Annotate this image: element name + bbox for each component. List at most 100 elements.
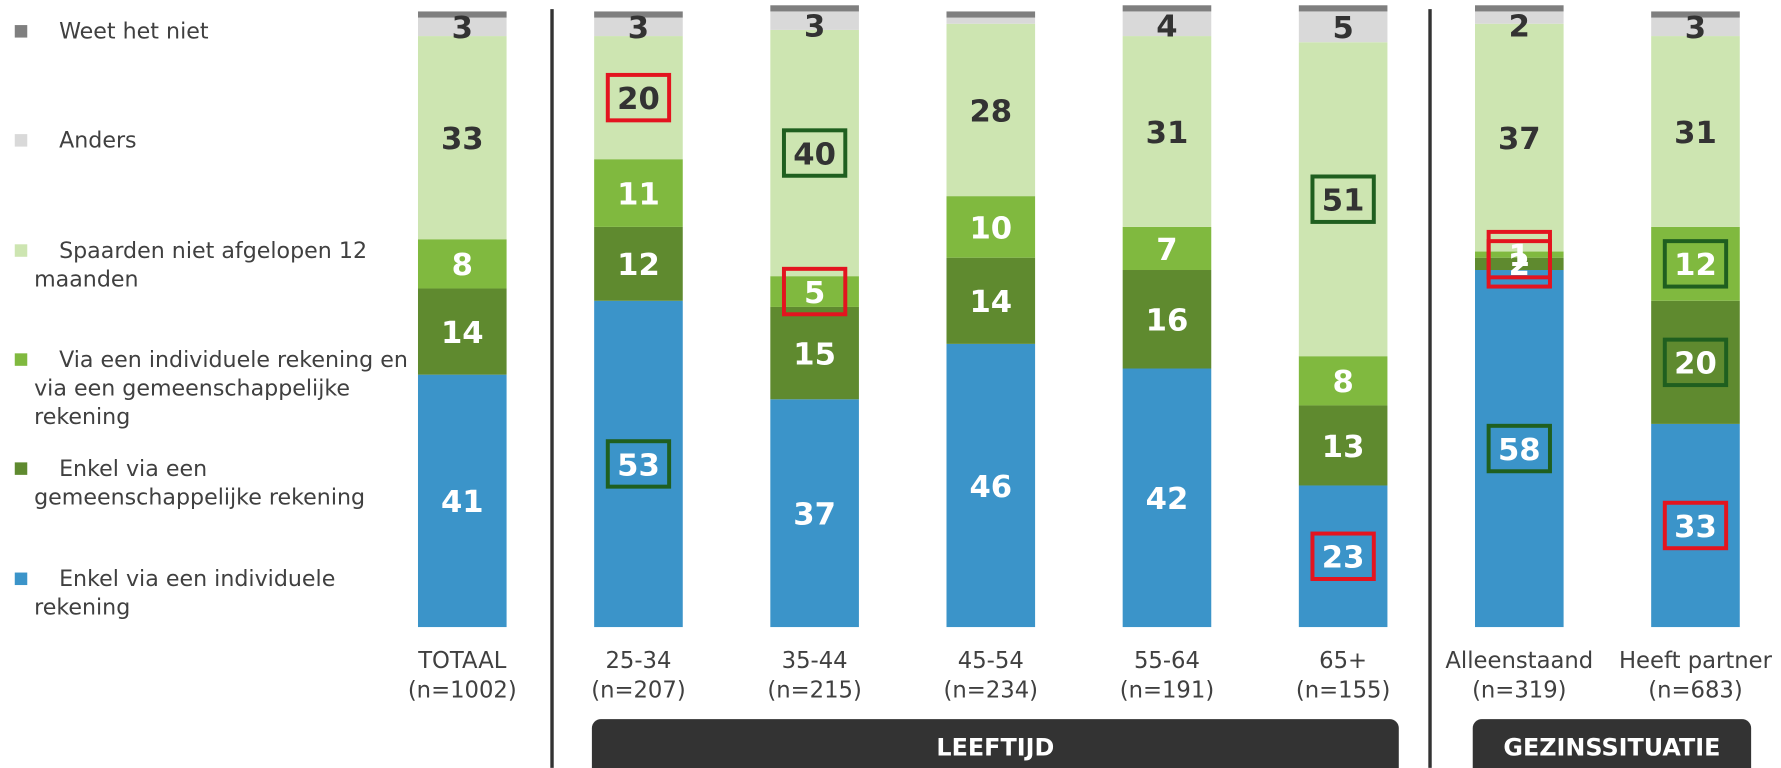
bar-segment	[594, 159, 683, 227]
bar-segment	[1122, 226, 1212, 271]
legend-entry: Enkel via een individuele rekening	[14, 565, 336, 621]
bar-segment	[770, 306, 859, 400]
data-label: 3	[804, 9, 825, 44]
group-banner	[1472, 719, 1752, 768]
group-banner	[591, 719, 1399, 768]
data-label: 33	[1674, 510, 1717, 545]
legend-label: Anders	[59, 127, 137, 154]
x-tick-label: 35-44	[782, 648, 848, 674]
data-label: 16	[1146, 304, 1189, 339]
data-label: 7	[1156, 233, 1177, 268]
x-tick-note: (n=207)	[591, 677, 685, 703]
bar-segment	[1475, 11, 1564, 24]
x-tick-note: (n=234)	[944, 677, 1038, 703]
data-label: 58	[1498, 433, 1541, 468]
x-tick-label: 65+	[1319, 648, 1367, 674]
bar-segment	[594, 17, 683, 37]
legend-label: Enkel via een individuele rekening	[34, 565, 336, 621]
data-label: 31	[1674, 116, 1717, 151]
data-label: 5	[1332, 11, 1353, 46]
data-label: 42	[1146, 482, 1189, 517]
highlight-box	[605, 439, 672, 489]
data-label: 11	[617, 177, 660, 212]
legend-entry: Anders	[0, 126, 420, 154]
legend-label: Via een individuele rekening en via een …	[34, 346, 408, 430]
data-label: 33	[441, 122, 484, 157]
data-label: 40	[793, 137, 836, 172]
bar-segment	[417, 11, 507, 18]
x-tick-note: (n=683)	[1648, 677, 1742, 703]
bar-segment	[1475, 23, 1564, 252]
bar-segment	[417, 239, 507, 289]
legend-item: Anders	[0, 126, 420, 154]
data-label: 23	[1322, 541, 1365, 576]
highlight-box	[605, 72, 672, 123]
data-label: 53	[617, 448, 660, 483]
data-label: 15	[793, 337, 836, 372]
data-label: 13	[1322, 430, 1365, 465]
bar-segment	[1122, 368, 1212, 628]
legend-swatch	[14, 25, 28, 38]
legend-label: Spaarden niet afgelopen 12 maanden	[34, 237, 368, 292]
bar-segment	[594, 11, 683, 18]
data-label: 3	[452, 11, 473, 46]
bar-segment	[1298, 405, 1388, 486]
x-tick-label: 25-34	[605, 648, 671, 674]
bar-segment	[417, 288, 507, 375]
legend-item: Enkel via een gemeenschappelijke rekenin…	[0, 454, 420, 511]
legend-swatch	[14, 353, 28, 366]
bar-segment	[1122, 36, 1212, 227]
data-label: 2	[1509, 248, 1530, 283]
bar-segment	[946, 11, 1036, 18]
bar-segment	[1651, 36, 1740, 227]
legend-entry: Via een individuele rekening en via een …	[0, 345, 420, 430]
bar-segment	[770, 11, 859, 30]
data-label: 37	[1498, 122, 1541, 157]
bar-segment	[946, 343, 1036, 628]
data-label: 14	[969, 285, 1012, 320]
bar-segment	[946, 257, 1036, 344]
highlight-box	[1486, 229, 1552, 280]
data-label: 37	[793, 498, 836, 533]
bar-segment	[946, 17, 1036, 24]
data-label: 20	[1674, 347, 1717, 382]
bar-segment	[1475, 5, 1564, 12]
data-label: 31	[1146, 116, 1189, 151]
bar-segment	[417, 374, 507, 628]
legend-label: Enkel via een gemeenschappelijke rekenin…	[34, 455, 366, 511]
data-label: 5	[804, 276, 825, 311]
bar-segment	[1298, 11, 1388, 43]
x-tick-note: (n=191)	[1120, 677, 1214, 703]
bar-segment	[1651, 17, 1740, 37]
highlight-box	[781, 128, 848, 178]
data-label: 2	[1509, 9, 1530, 44]
bar-segment	[417, 17, 507, 37]
bar-segment	[1298, 5, 1388, 12]
x-tick-note: (n=215)	[767, 677, 861, 703]
highlight-box	[1662, 500, 1729, 551]
legend-swatch	[14, 244, 28, 257]
data-label: 12	[617, 248, 660, 283]
data-label: 8	[1332, 365, 1353, 400]
highlight-box	[1662, 239, 1729, 289]
highlight-box	[781, 266, 848, 317]
legend-entry: Weet het niet	[14, 18, 209, 44]
bar-segment	[946, 196, 1036, 258]
bar-segment	[770, 5, 859, 12]
data-label: 4	[1156, 9, 1177, 44]
data-label: 3	[628, 11, 649, 46]
data-label: 12	[1674, 248, 1717, 283]
data-label: 3	[1685, 11, 1706, 46]
group-label: LEEFTIJD	[936, 733, 1054, 761]
legend-item: Via een individuele rekening en via een …	[0, 345, 420, 430]
legend-item: Spaarden niet afgelopen 12 maanden	[0, 236, 420, 293]
bar-segment	[1475, 251, 1564, 258]
x-tick-label: 45-54	[958, 648, 1024, 674]
x-tick-note: (n=155)	[1296, 677, 1390, 703]
data-label: 10	[969, 211, 1012, 246]
legend-swatch	[14, 572, 28, 586]
data-label: 14	[441, 316, 484, 351]
bar-segment	[770, 399, 859, 628]
